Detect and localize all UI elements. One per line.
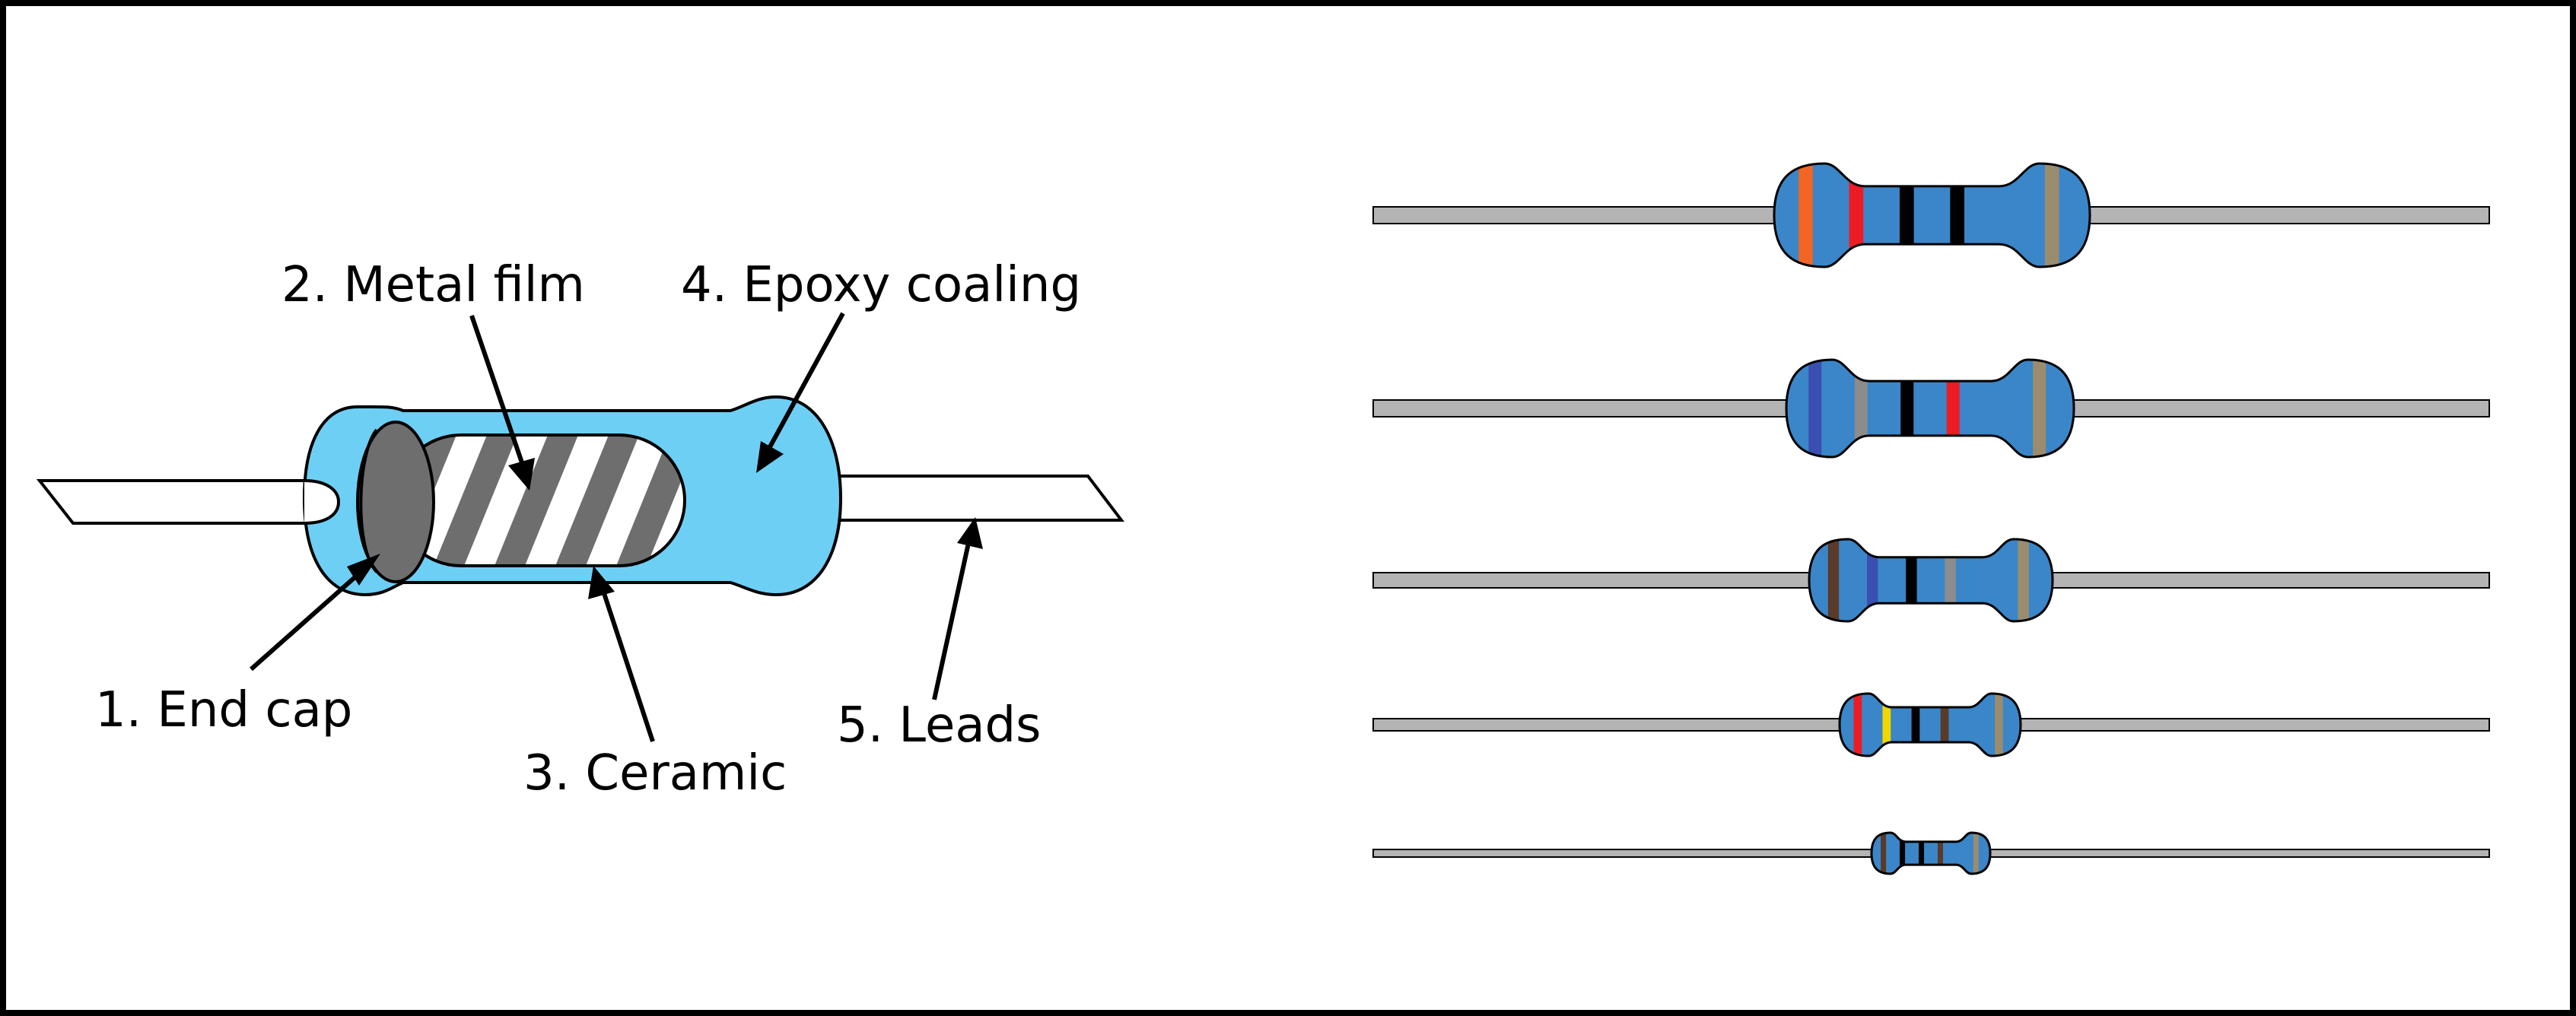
resistor-body (1872, 833, 1990, 874)
callout-arrows (250, 312, 983, 742)
color-band (2018, 539, 2029, 621)
color-band (1946, 360, 1960, 457)
resistor-outline (1870, 831, 1992, 875)
resistor-bands (1853, 694, 2003, 756)
color-band (1827, 539, 1840, 621)
label-metal-film: 2. Metal film (281, 257, 585, 313)
resistor-example (1372, 692, 2490, 757)
color-band (1798, 164, 1813, 267)
color-band (1919, 833, 1925, 874)
color-band (2044, 164, 2059, 267)
resistor-outline (1838, 692, 2022, 757)
color-band (1900, 833, 1906, 874)
color-band (1808, 360, 1822, 457)
color-band (1867, 539, 1878, 621)
cutaway-resistor (36, 395, 1125, 597)
arrow-metal-film-head (508, 458, 535, 491)
arrow-leads (932, 535, 972, 700)
arrow-ceramic (599, 583, 655, 742)
resistor-body (1786, 360, 2074, 457)
color-band (1937, 833, 1943, 874)
arrow-end-cap (250, 560, 373, 672)
label-ceramic: 3. Ceramic (523, 745, 787, 802)
color-band (1940, 694, 1949, 756)
arrow-end-cap-head (347, 554, 380, 586)
arrow-leads-head (957, 517, 983, 549)
color-band (1853, 694, 1862, 756)
color-band (2033, 360, 2046, 457)
label-end-cap: 1. End cap (95, 682, 352, 738)
color-band (1950, 164, 1965, 267)
color-band (1973, 833, 1979, 874)
resistor-example (1372, 538, 2490, 623)
lead-stub (304, 479, 341, 525)
color-band (1900, 360, 1914, 457)
label-leads: 5. Leads (837, 697, 1042, 754)
resistor-outline (1785, 358, 2075, 459)
color-band (1906, 539, 1917, 621)
resistor-bands (1827, 539, 2029, 621)
color-band (1945, 539, 1956, 621)
resistor-example (1372, 831, 2490, 875)
color-band (1911, 694, 1920, 756)
arrow-ceramic-head (588, 566, 615, 599)
resistor-bands (1798, 164, 2059, 267)
resistor-example (1372, 162, 2490, 268)
color-band (1849, 164, 1864, 267)
resistor-body (1840, 694, 2021, 756)
color-band (1854, 360, 1868, 457)
arrow-epoxy-head (756, 441, 784, 473)
resistor-examples (1372, 162, 2490, 875)
arrow-epoxy (765, 312, 845, 454)
end-cap (356, 421, 435, 583)
color-band (1882, 694, 1891, 756)
resistor-example (1372, 358, 2490, 459)
right-lead (820, 475, 1125, 522)
color-band (1899, 164, 1914, 267)
color-band (1881, 833, 1887, 874)
arrow-metal-film (469, 315, 527, 472)
resistor-outline (1773, 162, 2091, 268)
resistor-bands (1808, 360, 2046, 457)
resistor-outline (1808, 538, 2054, 623)
resistor-body (1774, 164, 2090, 267)
resistor-bands (1881, 833, 1979, 874)
color-band (1995, 694, 2003, 756)
left-lead (36, 479, 321, 525)
resistor-body (1809, 539, 2053, 621)
label-epoxy-coating: 4. Epoxy coaling (681, 257, 1081, 313)
